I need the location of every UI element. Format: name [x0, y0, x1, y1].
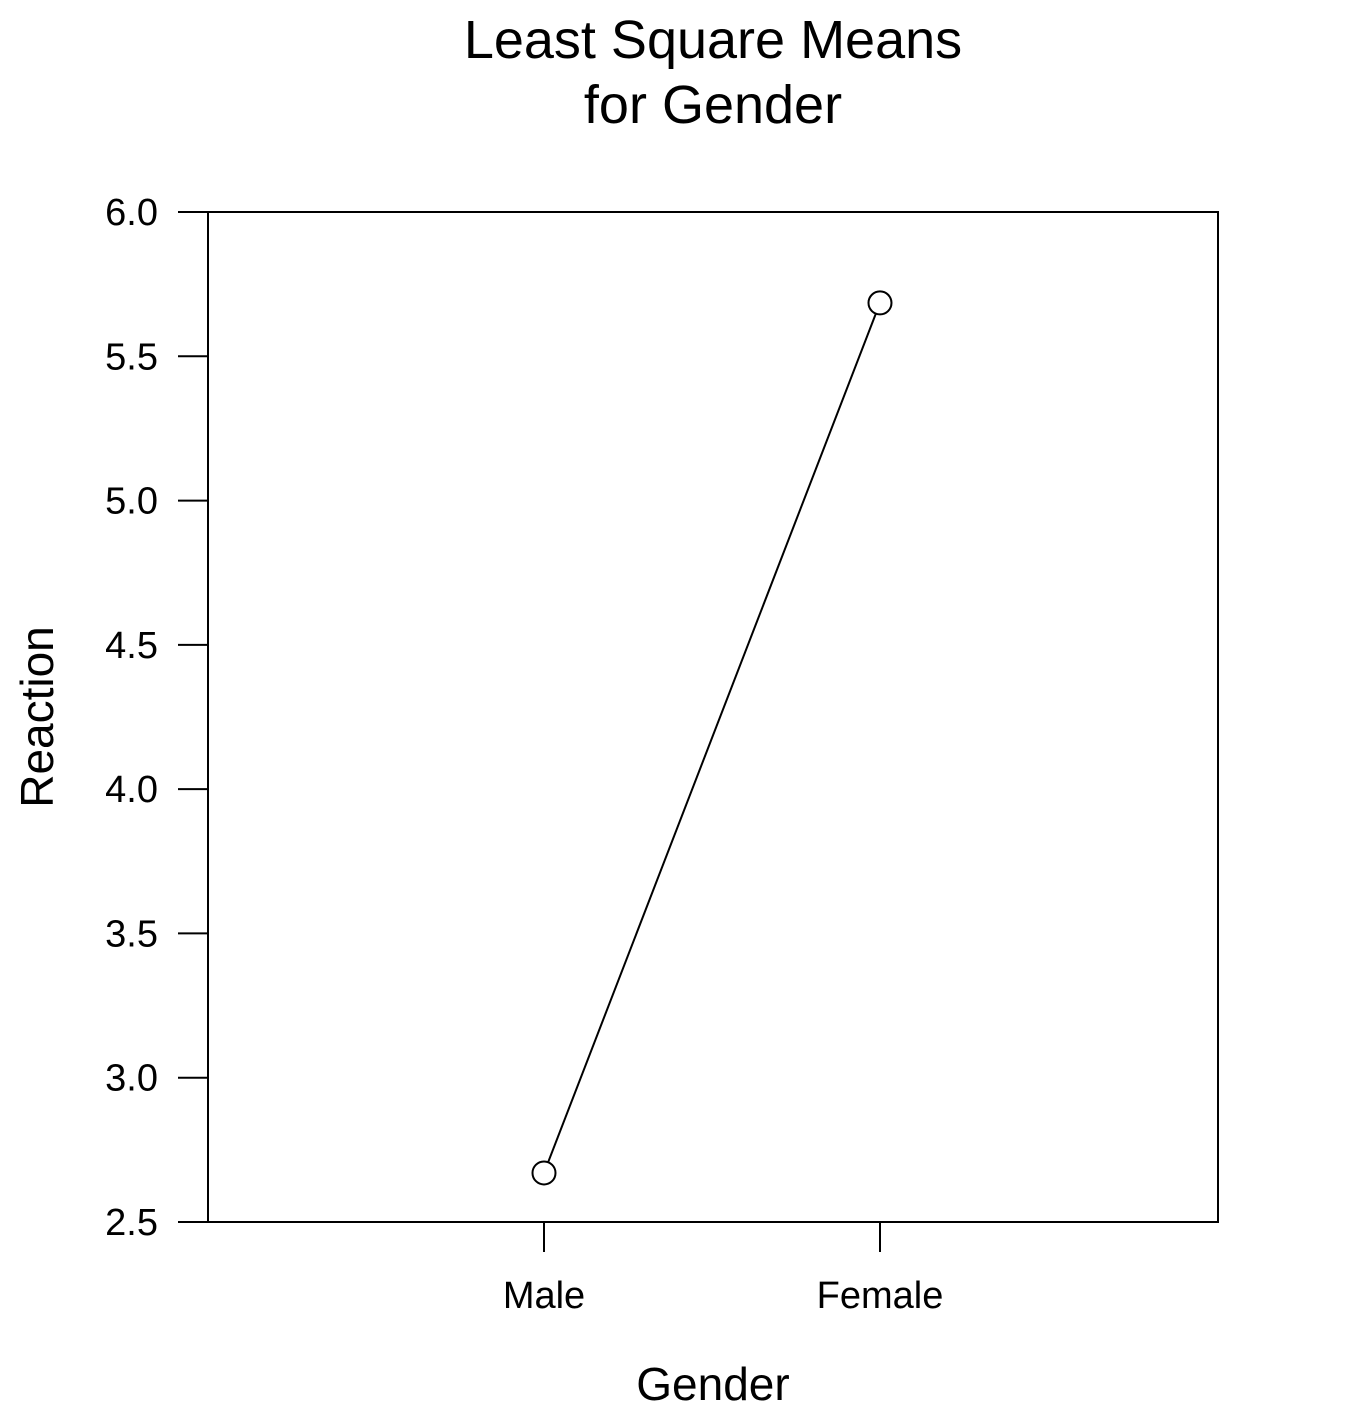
chart-title: Least Square Means for Gender: [464, 10, 962, 135]
y-tick-label: 3.5: [105, 913, 158, 955]
y-tick-label: 2.5: [105, 1202, 158, 1244]
x-axis-label: Gender: [636, 1358, 789, 1410]
x-axis: Male Female: [503, 1222, 944, 1317]
y-axis: 2.5 3.0 3.5 4.0 4.5 5.0 5.5 6.0: [105, 192, 208, 1244]
y-tick-label: 5.0: [105, 481, 158, 523]
data-point: [867, 290, 893, 316]
y-tick-label: 4.5: [105, 625, 158, 667]
series-line: [543, 302, 881, 1174]
chart-title-line-1: Least Square Means: [464, 10, 962, 70]
y-tick-label: 4.0: [105, 769, 158, 811]
y-axis-label: Reaction: [11, 626, 63, 808]
series-layer: [531, 290, 893, 1186]
chart-title-line-2: for Gender: [584, 75, 842, 135]
plot-frame: [207, 211, 1219, 1223]
data-point: [531, 1160, 557, 1186]
x-tick-label: Male: [503, 1275, 585, 1317]
x-tick-label: Female: [817, 1275, 944, 1317]
y-tick-label: 5.5: [105, 336, 158, 378]
y-tick-label: 3.0: [105, 1058, 158, 1100]
y-tick-label: 6.0: [105, 192, 158, 234]
